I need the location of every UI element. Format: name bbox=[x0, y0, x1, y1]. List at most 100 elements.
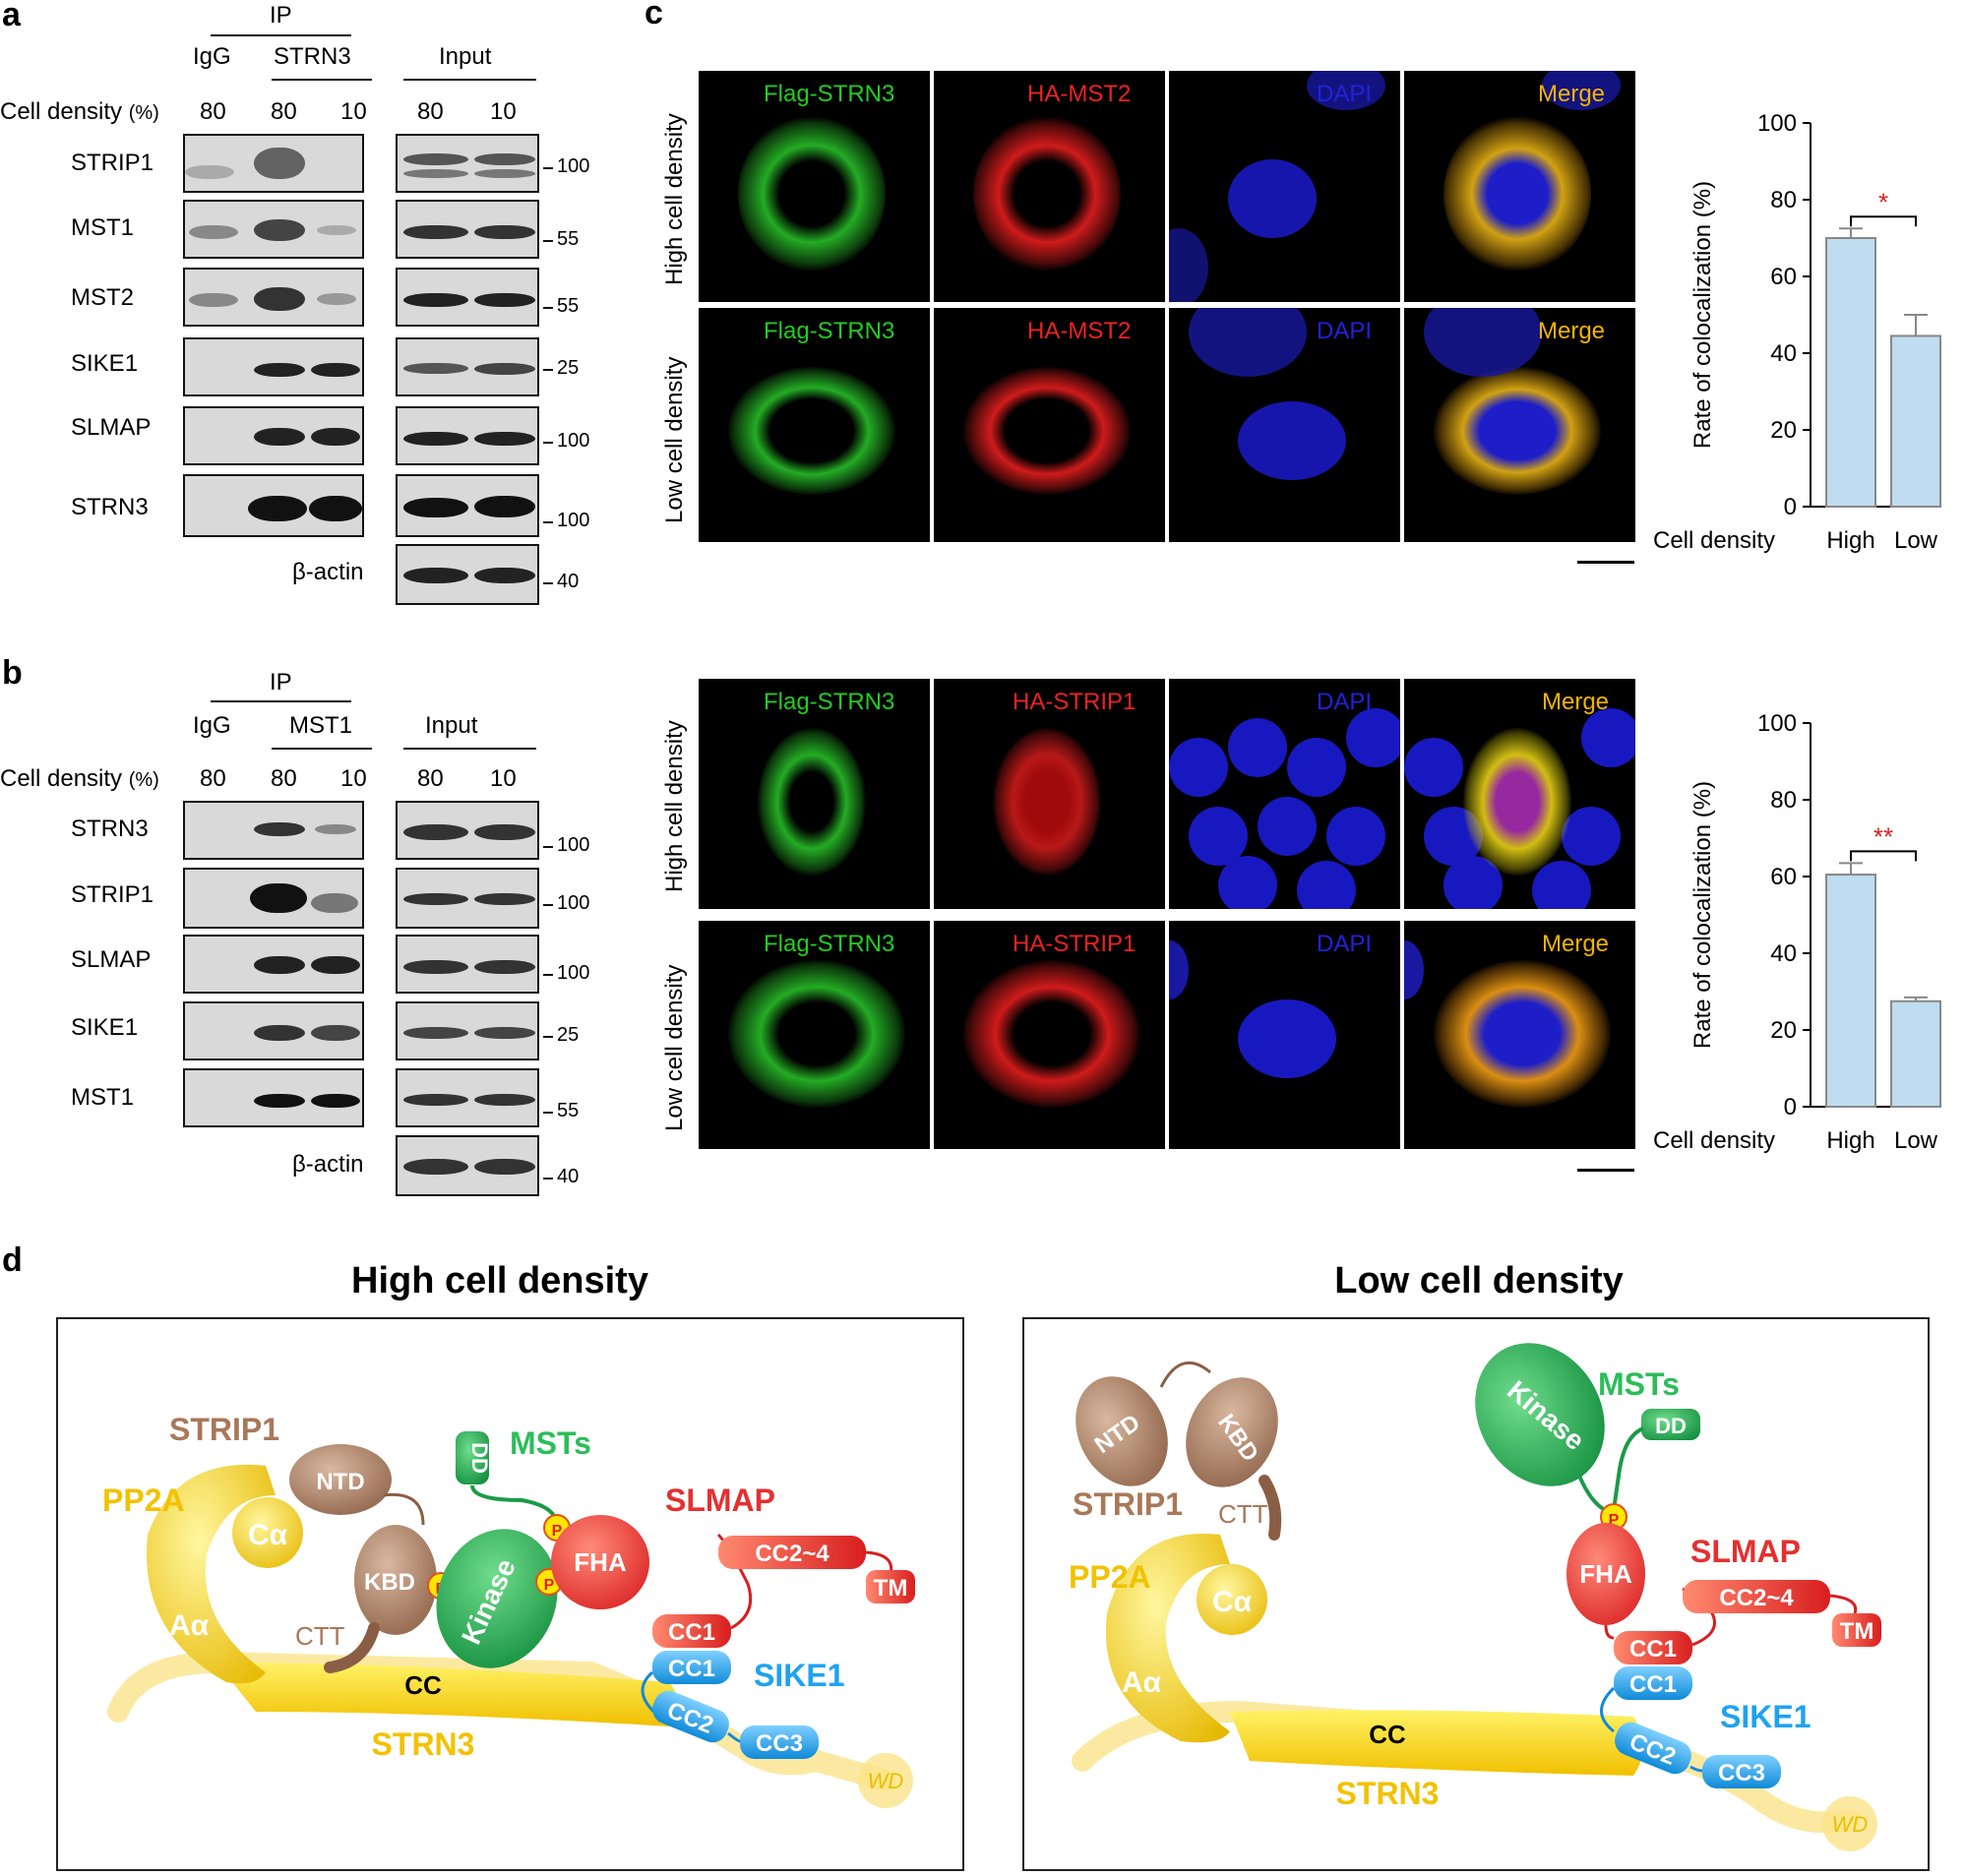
input-blot bbox=[396, 868, 539, 929]
svg-text:DD: DD bbox=[1655, 1414, 1687, 1438]
lane-label: 10 bbox=[490, 765, 517, 792]
strip1-kbd bbox=[354, 1525, 437, 1635]
x-tick-label: Low bbox=[1894, 527, 1938, 554]
x-tick-label: Low bbox=[1894, 1127, 1938, 1154]
bar bbox=[1825, 237, 1876, 508]
igg-label: IgG bbox=[193, 43, 231, 70]
input-blot bbox=[396, 474, 539, 537]
ctt-label: CTT bbox=[1218, 1499, 1268, 1529]
msts-label: MSTs bbox=[1598, 1366, 1680, 1402]
input-blot bbox=[396, 200, 539, 259]
protein-label: MST1 bbox=[71, 214, 135, 241]
ip-line bbox=[211, 34, 351, 36]
input-blot bbox=[396, 1001, 539, 1060]
ca-label: Cα bbox=[248, 1519, 288, 1551]
sike1-cc3 bbox=[1702, 1755, 1781, 1788]
y-tick-label: 20 bbox=[1770, 1017, 1797, 1044]
micrograph-green: Flag-STRN3 bbox=[699, 921, 930, 1149]
strip1-label: STRIP1 bbox=[169, 1412, 279, 1447]
protein-label: STRIP1 bbox=[71, 150, 154, 176]
igg-label: IgG bbox=[193, 712, 231, 739]
x-axis-label: Cell density bbox=[1653, 1127, 1775, 1154]
y-tick-label: 100 bbox=[1757, 710, 1797, 737]
input-line bbox=[403, 79, 536, 81]
svg-text:CC1: CC1 bbox=[668, 1619, 715, 1646]
ip-label: IP bbox=[270, 2, 292, 29]
y-tick-label: 40 bbox=[1770, 940, 1797, 967]
sike1-label: SIKE1 bbox=[754, 1658, 844, 1693]
input-blot bbox=[396, 134, 539, 193]
slmap-cc1 bbox=[652, 1614, 731, 1648]
ip-blot bbox=[183, 801, 364, 860]
diagram-title: High cell density bbox=[351, 1260, 648, 1301]
micrograph-green: Flag-STRN3 bbox=[699, 308, 930, 542]
lane-label: 80 bbox=[271, 765, 297, 792]
micrograph-green: Flag-STRN3 bbox=[699, 679, 930, 909]
panel-label-a: a bbox=[2, 0, 21, 33]
cell-density-label: Cell density (%) bbox=[0, 765, 159, 792]
panel-label-d: d bbox=[2, 1241, 23, 1279]
slmap-tm bbox=[1832, 1613, 1881, 1647]
pp2a-aalpha bbox=[147, 1464, 276, 1684]
svg-text:CC1: CC1 bbox=[668, 1656, 715, 1682]
bar-chart-mst2: 0 20 40 60 80 100 Rate of colocalization (%) Hi… bbox=[1653, 110, 1941, 554]
svg-text:CC3: CC3 bbox=[756, 1730, 803, 1757]
y-axis-label: Rate of colocalization (%) bbox=[1689, 781, 1716, 1049]
micrograph-green: Flag-STRN3 bbox=[699, 71, 930, 302]
slmap-cc1 bbox=[1614, 1631, 1692, 1664]
mst-dd bbox=[1641, 1409, 1700, 1440]
svg-text:CC2~4: CC2~4 bbox=[755, 1541, 829, 1567]
slmap-fha bbox=[551, 1515, 649, 1609]
sike1-cc3 bbox=[740, 1725, 819, 1759]
model-diagrams: High cell density WD CC STRN3 Aα Cα PP2A… bbox=[56, 1260, 1930, 1871]
lane-label: 10 bbox=[340, 765, 367, 792]
micrograph-merge: Merge bbox=[1404, 921, 1635, 1149]
bar bbox=[1890, 999, 1941, 1108]
strn3-label: STRN3 bbox=[372, 1726, 475, 1762]
significance-bracket bbox=[1850, 850, 1917, 862]
y-tick-label: 40 bbox=[1770, 340, 1797, 367]
aa-label: Aα bbox=[1122, 1666, 1162, 1699]
svg-text:TM: TM bbox=[874, 1575, 908, 1602]
micrograph-merge: Merge bbox=[1404, 308, 1635, 542]
ip-target-label: STRN3 bbox=[274, 43, 351, 70]
slmap-tm bbox=[866, 1570, 915, 1604]
mw-marker: 55 bbox=[542, 228, 580, 250]
ip-blot bbox=[183, 1068, 364, 1127]
protein-label: SLMAP bbox=[71, 946, 152, 973]
protein-label: MST1 bbox=[71, 1084, 135, 1111]
diagram-title: Low cell density bbox=[1334, 1260, 1624, 1301]
kbd-label: KBD bbox=[364, 1569, 415, 1596]
mst-kinase bbox=[436, 1529, 558, 1668]
slmap-fha bbox=[1566, 1523, 1645, 1625]
mw-marker: 100 bbox=[542, 834, 590, 856]
ctt-label: CTT bbox=[295, 1621, 345, 1651]
input-blot bbox=[396, 544, 539, 605]
input-line bbox=[403, 748, 536, 750]
significance-marker: ** bbox=[1873, 821, 1893, 851]
mw-marker: 100 bbox=[542, 155, 590, 177]
wd-label: WD bbox=[1832, 1812, 1869, 1837]
cell-density-label: Cell density (%) bbox=[0, 98, 159, 125]
ip-blot bbox=[183, 935, 364, 994]
micrograph-red: HA-MST2 bbox=[934, 308, 1165, 542]
svg-text:DD: DD bbox=[467, 1442, 492, 1474]
lane-label: 80 bbox=[417, 98, 444, 125]
micrograph-merge: Merge bbox=[1404, 71, 1635, 302]
svg-text:CC1: CC1 bbox=[1629, 1636, 1677, 1663]
protein-label: β-actin bbox=[292, 559, 364, 585]
strip1-ntd bbox=[1075, 1376, 1168, 1486]
y-tick-label: 0 bbox=[1784, 1094, 1797, 1120]
lane-label: 80 bbox=[417, 765, 444, 792]
bar-chart-strip1: 0 20 40 60 80 100 Rate of colocalization (%) Hi… bbox=[1653, 710, 1941, 1154]
x-tick-label: High bbox=[1826, 527, 1874, 554]
micrograph-red: HA-STRIP1 bbox=[934, 921, 1165, 1149]
input-blot bbox=[396, 935, 539, 994]
wd-domain bbox=[1822, 1796, 1877, 1851]
ip-blot bbox=[183, 337, 364, 396]
micrograph-red: HA-STRIP1 bbox=[934, 679, 1165, 909]
pp2a-label: PP2A bbox=[102, 1483, 185, 1518]
input-label: Input bbox=[439, 43, 492, 70]
input-blot bbox=[396, 406, 539, 465]
svg-text:P: P bbox=[552, 1523, 563, 1540]
